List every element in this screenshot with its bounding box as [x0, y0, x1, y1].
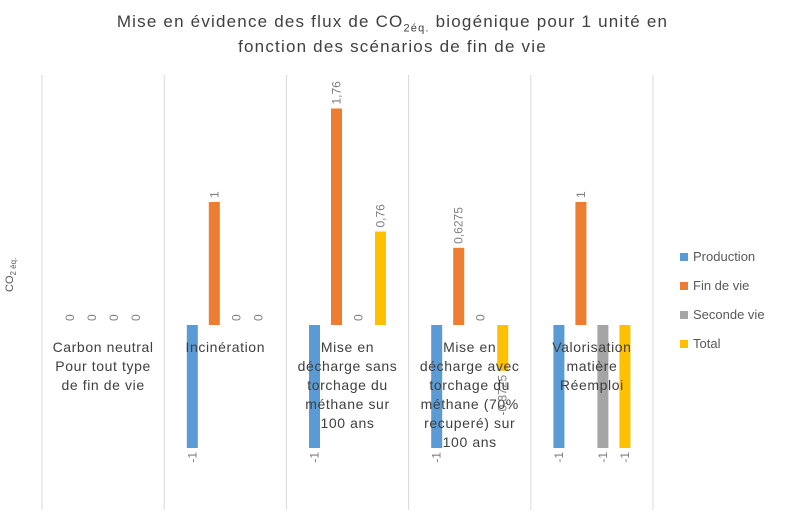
- category-label: Mise en: [321, 339, 374, 355]
- legend-swatch: [680, 310, 688, 319]
- legend-item: Seconde vie: [680, 300, 765, 329]
- chart-title-line2: fonction des scénarios de fin de vie: [238, 37, 547, 56]
- legend-item: Fin de vie: [680, 271, 765, 300]
- legend-item: Production: [680, 242, 765, 271]
- data-label: -1: [308, 452, 322, 463]
- legend-swatch: [680, 252, 688, 261]
- data-label: -1: [185, 452, 199, 463]
- data-label: -1: [552, 452, 566, 463]
- category-label: torchage du: [429, 377, 510, 393]
- bar-fin-de-vie: [331, 108, 342, 326]
- bar-production: [431, 325, 443, 448]
- data-label: 0: [129, 314, 143, 321]
- data-label: 0: [352, 314, 366, 321]
- category-label: torchage du: [307, 377, 388, 393]
- bar-production: [309, 325, 320, 448]
- data-label: 1: [574, 191, 588, 198]
- category-label: Incinération: [186, 339, 266, 355]
- bar-total: [375, 231, 386, 325]
- category-label: méthane (70%: [421, 396, 519, 412]
- bar-fin-de-vie: [453, 247, 465, 325]
- data-label: -0,3725: [496, 374, 510, 415]
- data-label: 0,76: [374, 204, 388, 228]
- data-label: 0: [474, 314, 488, 321]
- bar-total: [497, 325, 509, 371]
- legend: Production Fin de vie Seconde vie Total: [680, 242, 765, 358]
- chart-title: Mise en évidence des flux de CO2éq. biog…: [0, 12, 785, 34]
- data-label: 0: [107, 314, 121, 321]
- legend-label: Total: [693, 336, 721, 351]
- data-label: -1: [596, 452, 610, 463]
- data-label: -1: [618, 452, 632, 463]
- legend-item: Total: [680, 329, 765, 358]
- data-label: 0: [229, 314, 243, 321]
- chart-title-part1: Mise en évidence des flux de CO: [116, 12, 404, 31]
- category-label: matière: [566, 358, 617, 374]
- category-label: décharge avec: [420, 358, 520, 374]
- data-label: -1: [430, 452, 444, 463]
- category-label: 100 ans: [320, 415, 374, 431]
- data-label: 1: [207, 191, 221, 198]
- legend-label: Production: [693, 249, 756, 264]
- chart-title-part2: biogénique pour 1 unité en: [429, 12, 669, 31]
- legend-swatch: [680, 339, 688, 348]
- category-label: de fin de vie: [61, 377, 144, 393]
- data-label: 0,6275: [452, 207, 466, 244]
- category-label: recuperé) sur: [424, 415, 515, 431]
- bar-production: [553, 325, 565, 448]
- bar-seconde-vie: [597, 325, 609, 448]
- data-label: 0: [251, 314, 265, 321]
- category-label: méthane sur: [305, 396, 389, 412]
- category-label: Mise en: [443, 339, 496, 355]
- category-label: Pour tout type: [55, 358, 151, 374]
- category-label: 100 ans: [443, 434, 497, 450]
- bar-total: [619, 325, 631, 448]
- category-label: Carbon neutral: [53, 339, 154, 355]
- legend-label: Fin de vie: [693, 278, 750, 293]
- category-label: décharge sans: [298, 358, 398, 374]
- bar-fin-de-vie: [208, 202, 220, 325]
- data-label: 1,76: [330, 81, 344, 105]
- chart-title-subscript: 2éq.: [403, 22, 430, 35]
- category-label: Valorisation: [552, 339, 631, 355]
- data-label: 0: [85, 314, 99, 321]
- bar-production: [186, 325, 198, 448]
- legend-label: Seconde vie: [693, 307, 765, 322]
- data-label: 0: [63, 314, 77, 321]
- category-label: Réemploi: [560, 377, 624, 393]
- legend-swatch: [680, 281, 688, 290]
- bar-fin-de-vie: [575, 202, 587, 325]
